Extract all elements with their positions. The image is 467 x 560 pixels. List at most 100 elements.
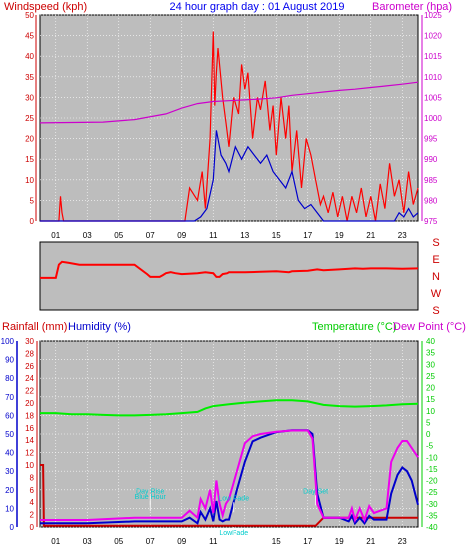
annotation-label: Low Fade (218, 495, 249, 502)
humidity-tick-label: 70 (5, 393, 14, 402)
rainfall-tick-label: 26 (25, 362, 34, 371)
temperature-tick-label: 0 (426, 430, 431, 439)
humidity-axis-label: Humidity (%) (68, 321, 131, 333)
barometer-tick-label: 1000 (424, 114, 442, 123)
direction-plot-area (39, 241, 419, 311)
barometer-tick-label: 995 (424, 135, 438, 144)
humidity-tick-label: 20 (5, 486, 14, 495)
barometer-tick-label: 1025 (424, 11, 442, 20)
temperature-axis-label: Temperature (°C) (312, 321, 396, 333)
temperature-tick-label: -15 (426, 465, 438, 474)
annotation-label: Blue Hour (135, 494, 167, 501)
hour-tick-label: 03 (83, 231, 92, 240)
rainfall-tick-label: 12 (25, 449, 34, 458)
rainfall-tick-label: 6 (30, 486, 35, 495)
hour-tick-label: 07 (146, 537, 155, 546)
rainfall-tick-label: 2 (30, 511, 35, 520)
windspeed-axis-label: Windspeed (kph) (4, 1, 87, 13)
hour-tick-label: 21 (366, 231, 375, 240)
hour-tick-label: 13 (240, 231, 249, 240)
series-line-dew-point-c- (40, 429, 419, 524)
rainfall-tick-label: 0 (30, 523, 35, 532)
hour-tick-label: 11 (209, 231, 218, 240)
windspeed-tick-label: 45 (25, 32, 34, 41)
hour-tick-label: 21 (366, 537, 375, 546)
windspeed-tick-label: 50 (25, 11, 34, 20)
barometer-tick-label: 980 (424, 196, 438, 205)
hour-tick-label: 19 (335, 537, 344, 546)
series-line-rainfall-mm- (40, 464, 418, 527)
hour-tick-label: 05 (114, 231, 123, 240)
humidity-tick-label: 10 (5, 504, 14, 513)
temperature-tick-label: -35 (426, 511, 438, 520)
temperature-tick-label: -40 (426, 523, 438, 532)
series-line-temperature-c- (40, 399, 419, 417)
barometer-tick-label: 1015 (424, 52, 442, 61)
barometer-axis-label: Barometer (hpa) (372, 1, 452, 13)
series-line-wind-direction (40, 260, 419, 279)
hour-tick-label: 23 (398, 231, 407, 240)
temperature-tick-label: 35 (426, 349, 435, 358)
hour-tick-label: 19 (335, 231, 344, 240)
hour-tick-label: 15 (272, 231, 281, 240)
temperature-tick-label: 25 (426, 372, 435, 381)
direction-axis-label: N (432, 271, 440, 283)
windspeed-tick-label: 5 (30, 196, 35, 205)
hour-tick-label: 01 (51, 231, 60, 240)
windspeed-tick-label: 40 (25, 52, 34, 61)
hour-tick-label: 03 (83, 537, 92, 546)
rainfall-tick-label: 14 (25, 436, 34, 445)
rainfall-tick-label: 8 (30, 473, 35, 482)
humidity-tick-label: 40 (5, 449, 14, 458)
temperature-tick-label: 40 (426, 337, 435, 346)
barometer-tick-label: 1010 (424, 73, 442, 82)
dewpoint-axis-label: Dew Point (°C) (393, 321, 466, 333)
hour-tick-label: 17 (303, 231, 312, 240)
barometer-tick-label: 1005 (424, 93, 442, 102)
direction-axis-label: S (432, 305, 439, 317)
rainfall-axis-label: Rainfall (mm) (2, 321, 67, 333)
hour-tick-label: 11 (209, 537, 218, 546)
windspeed-tick-label: 0 (30, 217, 35, 226)
hour-tick-label: 23 (398, 537, 407, 546)
barometer-tick-label: 975 (424, 217, 438, 226)
windspeed-tick-label: 20 (25, 135, 34, 144)
rainfall-tick-label: 30 (25, 337, 34, 346)
temperature-tick-label: 30 (426, 360, 435, 369)
barometer-tick-label: 985 (424, 176, 438, 185)
rainfall-tick-label: 4 (30, 498, 35, 507)
rainfall-tick-label: 20 (25, 399, 34, 408)
humidity-tick-label: 60 (5, 411, 14, 420)
rainfall-tick-label: 16 (25, 424, 34, 433)
temperature-tick-label: -20 (426, 477, 438, 486)
direction-axis-label: E (432, 254, 439, 266)
temperature-tick-label: 10 (426, 407, 435, 416)
windspeed-tick-label: 10 (25, 176, 34, 185)
rainfall-tick-label: 24 (25, 374, 34, 383)
temperature-tick-label: -25 (426, 488, 438, 497)
barometer-tick-label: 1020 (424, 32, 442, 41)
rainfall-tick-label: 18 (25, 411, 34, 420)
series-line-gust (40, 130, 419, 222)
rainfall-tick-label: 28 (25, 349, 34, 358)
chart-title: 24 hour graph day : 01 August 2019 (170, 1, 345, 13)
hour-tick-label: 09 (177, 537, 186, 546)
hour-tick-label: 01 (51, 537, 60, 546)
humidity-tick-label: 90 (5, 356, 14, 365)
windspeed-tick-label: 25 (25, 114, 34, 123)
temperature-tick-label: -5 (426, 442, 434, 451)
temperature-tick-label: -10 (426, 453, 438, 462)
humidity-tick-label: 80 (5, 374, 14, 383)
annotation-label: Day Set (303, 488, 328, 495)
wind-barometer-panel: 0510152025303540455097598098599099510001… (25, 11, 442, 240)
series-line-barometer-hpa- (39, 81, 419, 124)
rainfall-tick-label: 10 (25, 461, 34, 470)
annotation-label: Day Rise (136, 488, 165, 495)
hour-tick-label: 05 (114, 537, 123, 546)
rainfall-tick-label: 22 (25, 387, 34, 396)
temperature-tick-label: 15 (426, 395, 435, 404)
hour-tick-label: 15 (272, 537, 281, 546)
hour-tick-label: 09 (177, 231, 186, 240)
